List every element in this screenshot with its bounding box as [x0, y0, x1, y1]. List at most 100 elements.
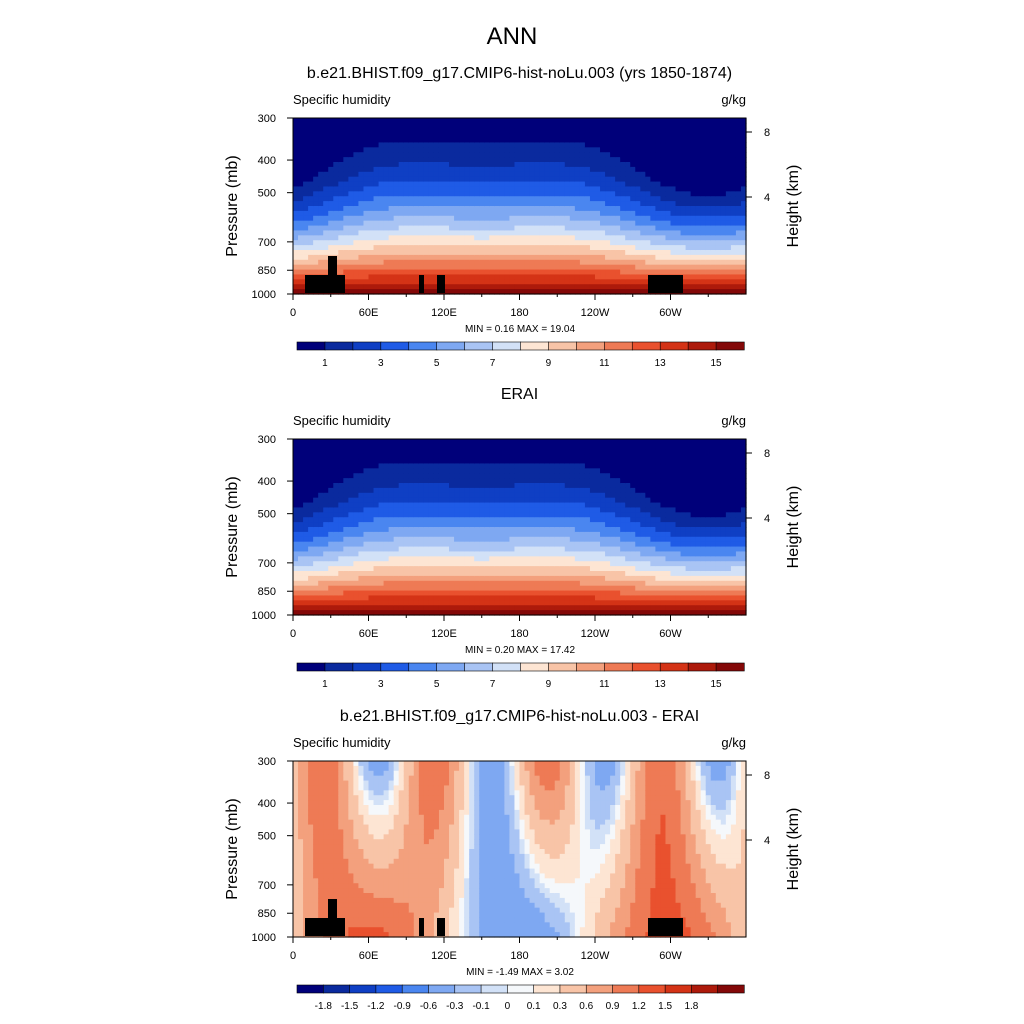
contour-cell [454, 522, 460, 528]
contour-cell [358, 254, 365, 261]
contour-cell [328, 147, 334, 153]
contour-cell [464, 254, 470, 261]
contour-cell [459, 152, 465, 158]
contour-cell [303, 458, 309, 465]
contour-cell [454, 571, 460, 577]
contour-cell [363, 571, 370, 577]
contour-cell [433, 541, 440, 548]
contour-cell [428, 571, 435, 577]
contour-cell [398, 171, 405, 178]
contour-cell [464, 206, 470, 212]
contour-cell [685, 245, 692, 251]
contour-cell [595, 162, 601, 168]
contour-cell [579, 210, 586, 217]
contour-cell [353, 580, 360, 587]
contour-cell [569, 230, 576, 236]
contour-cell [665, 127, 672, 134]
contour-cell [308, 127, 314, 134]
contour-cell [710, 220, 717, 227]
contour-cell [690, 186, 697, 192]
contour-cell [328, 439, 334, 445]
contour-cell [514, 458, 521, 465]
contour-cell [308, 206, 314, 212]
contour-cell [433, 600, 440, 606]
contour-cell [318, 254, 324, 261]
contour-cell [393, 206, 400, 212]
contour-cell [584, 225, 591, 232]
contour-cell [509, 240, 516, 246]
contour-cell [514, 610, 521, 616]
contour-cell [428, 269, 435, 276]
contour-cell [433, 206, 440, 212]
contour-cell [403, 245, 410, 251]
contour-cell [514, 551, 521, 557]
contour-cell [293, 487, 299, 494]
contour-cell [333, 196, 339, 202]
contour-cell [393, 157, 400, 163]
contour-cell [459, 536, 465, 543]
contour-cell [690, 235, 697, 241]
contour-cell [514, 279, 521, 285]
contour-cell [600, 240, 606, 246]
contour-cell [494, 142, 500, 148]
contour-cell [348, 517, 354, 523]
contour-cell [438, 443, 445, 450]
contour-cell [549, 225, 556, 232]
contour-cell [584, 166, 591, 173]
contour-cell [539, 250, 546, 256]
contour-cell [504, 546, 511, 553]
contour-cell [469, 507, 475, 513]
contour-cell [620, 137, 626, 144]
contour-cell [529, 225, 536, 232]
contour-cell [368, 230, 375, 236]
contour-cell [600, 235, 606, 241]
contour-cell [373, 127, 380, 134]
contour-cell [569, 225, 576, 232]
contour-cell [615, 220, 621, 227]
contour-cell [444, 556, 450, 562]
contour-cell [645, 235, 651, 241]
contour-cell [584, 181, 591, 188]
contour-cell [544, 132, 551, 139]
contour-cell [680, 122, 687, 129]
contour-cell [383, 546, 390, 553]
contour-cell [509, 522, 516, 528]
contour-cell [323, 551, 329, 557]
contour-cell [398, 571, 405, 577]
contour-cell [378, 478, 385, 484]
contour-cell [725, 122, 732, 129]
contour-cell [393, 517, 400, 523]
contour-cell [740, 210, 747, 217]
contour-cell [494, 132, 500, 139]
contour-cell [298, 122, 304, 129]
contour-cell [725, 279, 732, 285]
contour-cell [413, 127, 420, 134]
contour-cell [358, 580, 365, 587]
contour-cell [293, 571, 299, 577]
contour-cell [444, 517, 450, 523]
contour-cell [484, 478, 490, 484]
contour-cell [333, 250, 339, 256]
contour-cell [323, 259, 329, 266]
contour-cell [373, 448, 380, 455]
contour-cell [514, 118, 521, 124]
colorbar-swatch [548, 341, 577, 351]
contour-cell [353, 595, 360, 601]
contour-cell [328, 166, 334, 173]
contour-cell [524, 191, 531, 197]
contour-cell [569, 220, 576, 227]
contour-cell [680, 171, 687, 178]
contour-cell [368, 220, 375, 227]
contour-cell [539, 279, 546, 285]
contour-cell [504, 122, 511, 129]
contour-cell [685, 186, 692, 192]
contour-cell [735, 240, 742, 246]
contour-cell [343, 502, 349, 509]
contour-cell [388, 517, 395, 523]
contour-cell [650, 142, 656, 148]
contour-cell [413, 162, 420, 168]
contour-cell [318, 240, 324, 246]
contour-cell [348, 556, 354, 562]
contour-cell [378, 566, 385, 572]
contour-cell [730, 176, 737, 183]
